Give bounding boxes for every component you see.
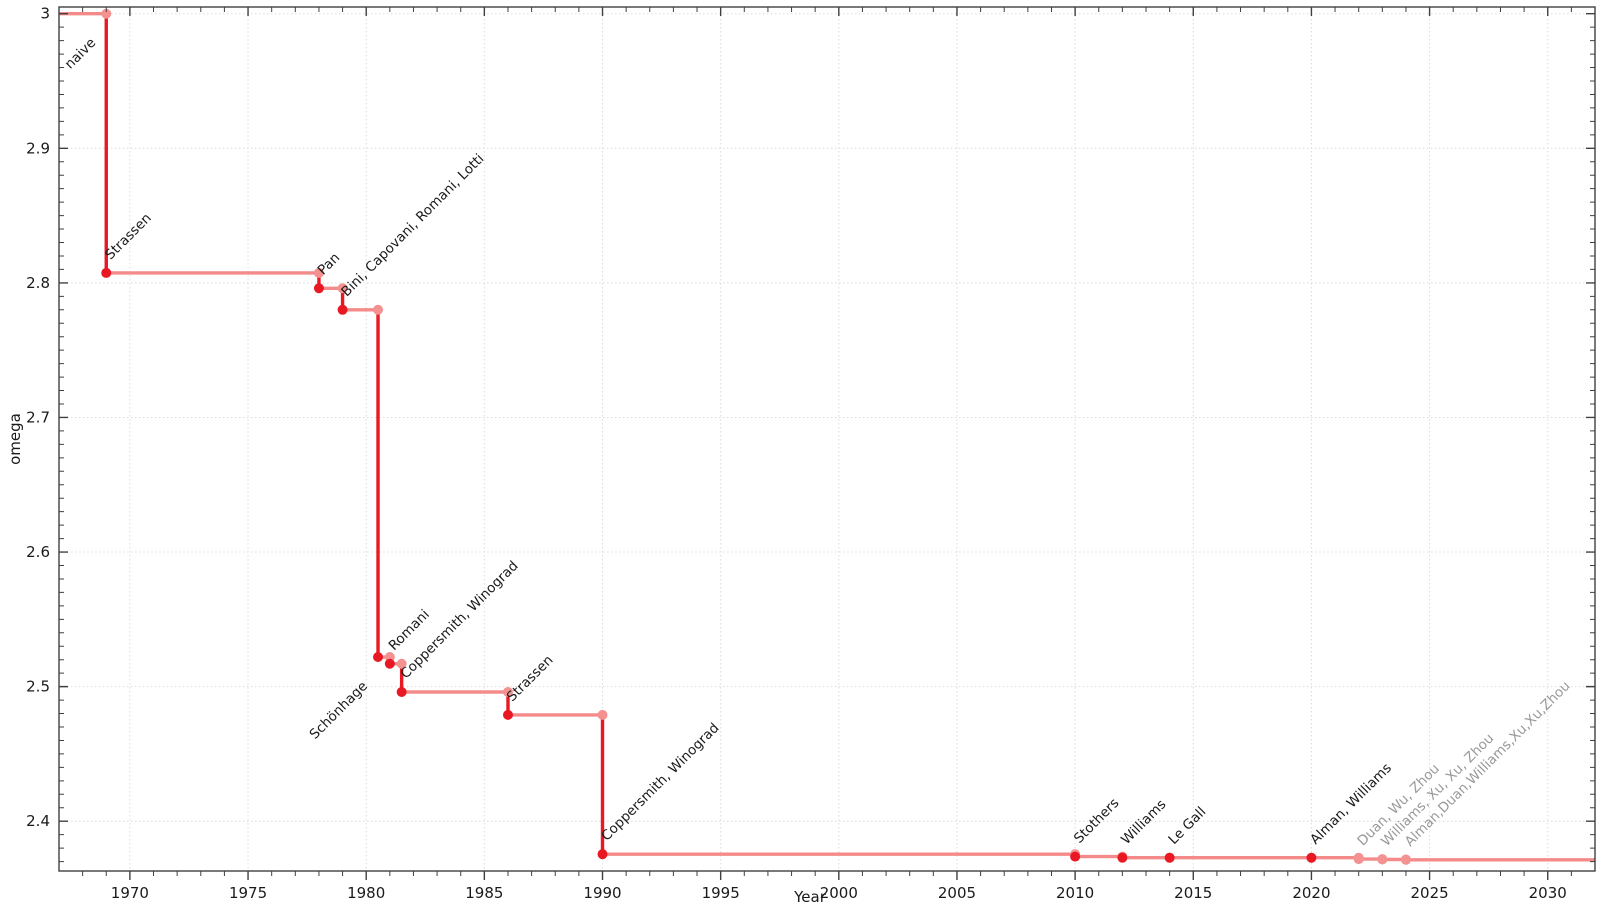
step-corner-point xyxy=(502,687,513,698)
data-point-le-gall-2014 xyxy=(1164,852,1175,863)
annotation-le-gall: Le Gall xyxy=(1165,804,1209,848)
x-tick-label-2005: 2005 xyxy=(938,884,976,902)
y-tick-label-2-9: 2.9 xyxy=(26,139,50,157)
step-corner-point xyxy=(373,304,384,315)
y-tick-label-3: 3 xyxy=(40,5,50,23)
x-tick-label-2015: 2015 xyxy=(1174,884,1212,902)
x-tick-label-2000: 2000 xyxy=(820,884,858,902)
data-point-coppersmith-winograd-1982 xyxy=(396,687,407,698)
annotation-strassen: Strassen xyxy=(504,652,557,705)
annotation-naive: naive xyxy=(62,35,99,72)
data-point-williams-2012 xyxy=(1117,852,1128,863)
y-tick-label-2-5: 2.5 xyxy=(26,678,50,696)
annotation-coppersmith-winograd: Coppersmith, Winograd xyxy=(598,720,722,844)
data-point-stothers-2010 xyxy=(1070,851,1081,862)
x-tick-label-2030: 2030 xyxy=(1529,884,1567,902)
x-tick-label-1985: 1985 xyxy=(465,884,503,902)
step-corner-point xyxy=(396,658,407,669)
x-tick-label-1975: 1975 xyxy=(229,884,267,902)
data-point-alman-duan-williams-xu-xu-zhou-2024 xyxy=(1400,854,1411,865)
y-tick-label-2-4: 2.4 xyxy=(26,812,50,830)
y-axis-title: omega xyxy=(6,413,24,465)
omega-step-series xyxy=(59,8,1595,865)
gridlines xyxy=(59,7,1595,871)
data-point-strassen-1986 xyxy=(502,709,513,720)
annotation-bini-capovani-romani-lotti: Bini, Capovani, Romani, Lotti xyxy=(338,151,487,300)
y-tick-label-2-6: 2.6 xyxy=(26,543,50,561)
axes xyxy=(58,6,1596,880)
x-tick-label-1995: 1995 xyxy=(702,884,740,902)
x-tick-label-1970: 1970 xyxy=(111,884,149,902)
x-tick-label-1980: 1980 xyxy=(347,884,385,902)
annotation-sch-nhage: Schönhage xyxy=(307,678,371,742)
tick-labels: 1970 1975 1980 1985 1990 1995 2000 2005 2010 2015… xyxy=(26,5,1567,902)
step-corner-point xyxy=(337,283,348,294)
plateau-segments xyxy=(59,12,1595,862)
x-axis-title: Year xyxy=(794,888,826,906)
major-ticks xyxy=(59,7,1595,880)
step-corner-point xyxy=(101,8,112,19)
step-corner-point xyxy=(597,709,608,720)
annotation-stothers: Stothers xyxy=(1071,795,1123,847)
x-tick-label-2010: 2010 xyxy=(1056,884,1094,902)
data-point-coppersmith-winograd-1990 xyxy=(597,849,608,860)
data-point-bini-capovani-romani-lotti-1979 xyxy=(337,304,348,315)
minor-ticks xyxy=(59,7,1595,876)
step-corner-point xyxy=(313,267,324,278)
y-tick-label-2-7: 2.7 xyxy=(26,408,50,426)
data-point-strassen-1969 xyxy=(101,267,112,278)
data-point-williams-xu-xu-zhou-2023 xyxy=(1377,854,1388,865)
annotation-strassen: Strassen xyxy=(102,210,155,263)
x-tick-label-1990: 1990 xyxy=(583,884,621,902)
annotation-williams-xu-xu-zhou: Williams, Xu, Xu, Zhou xyxy=(1378,730,1497,849)
drop-segments xyxy=(104,13,1408,860)
data-point-pan-1978 xyxy=(313,283,324,294)
data-point-duan-wu-zhou-2022 xyxy=(1353,854,1364,865)
annotation-williams: Williams xyxy=(1118,797,1169,848)
data-point-sch-nhage-1981 xyxy=(373,652,384,663)
x-tick-label-2020: 2020 xyxy=(1292,884,1330,902)
x-tick-label-2025: 2025 xyxy=(1410,884,1448,902)
data-point-alman-williams-2020 xyxy=(1306,852,1317,863)
y-tick-label-2-8: 2.8 xyxy=(26,274,50,292)
data-point-romani-1981 xyxy=(384,658,395,669)
